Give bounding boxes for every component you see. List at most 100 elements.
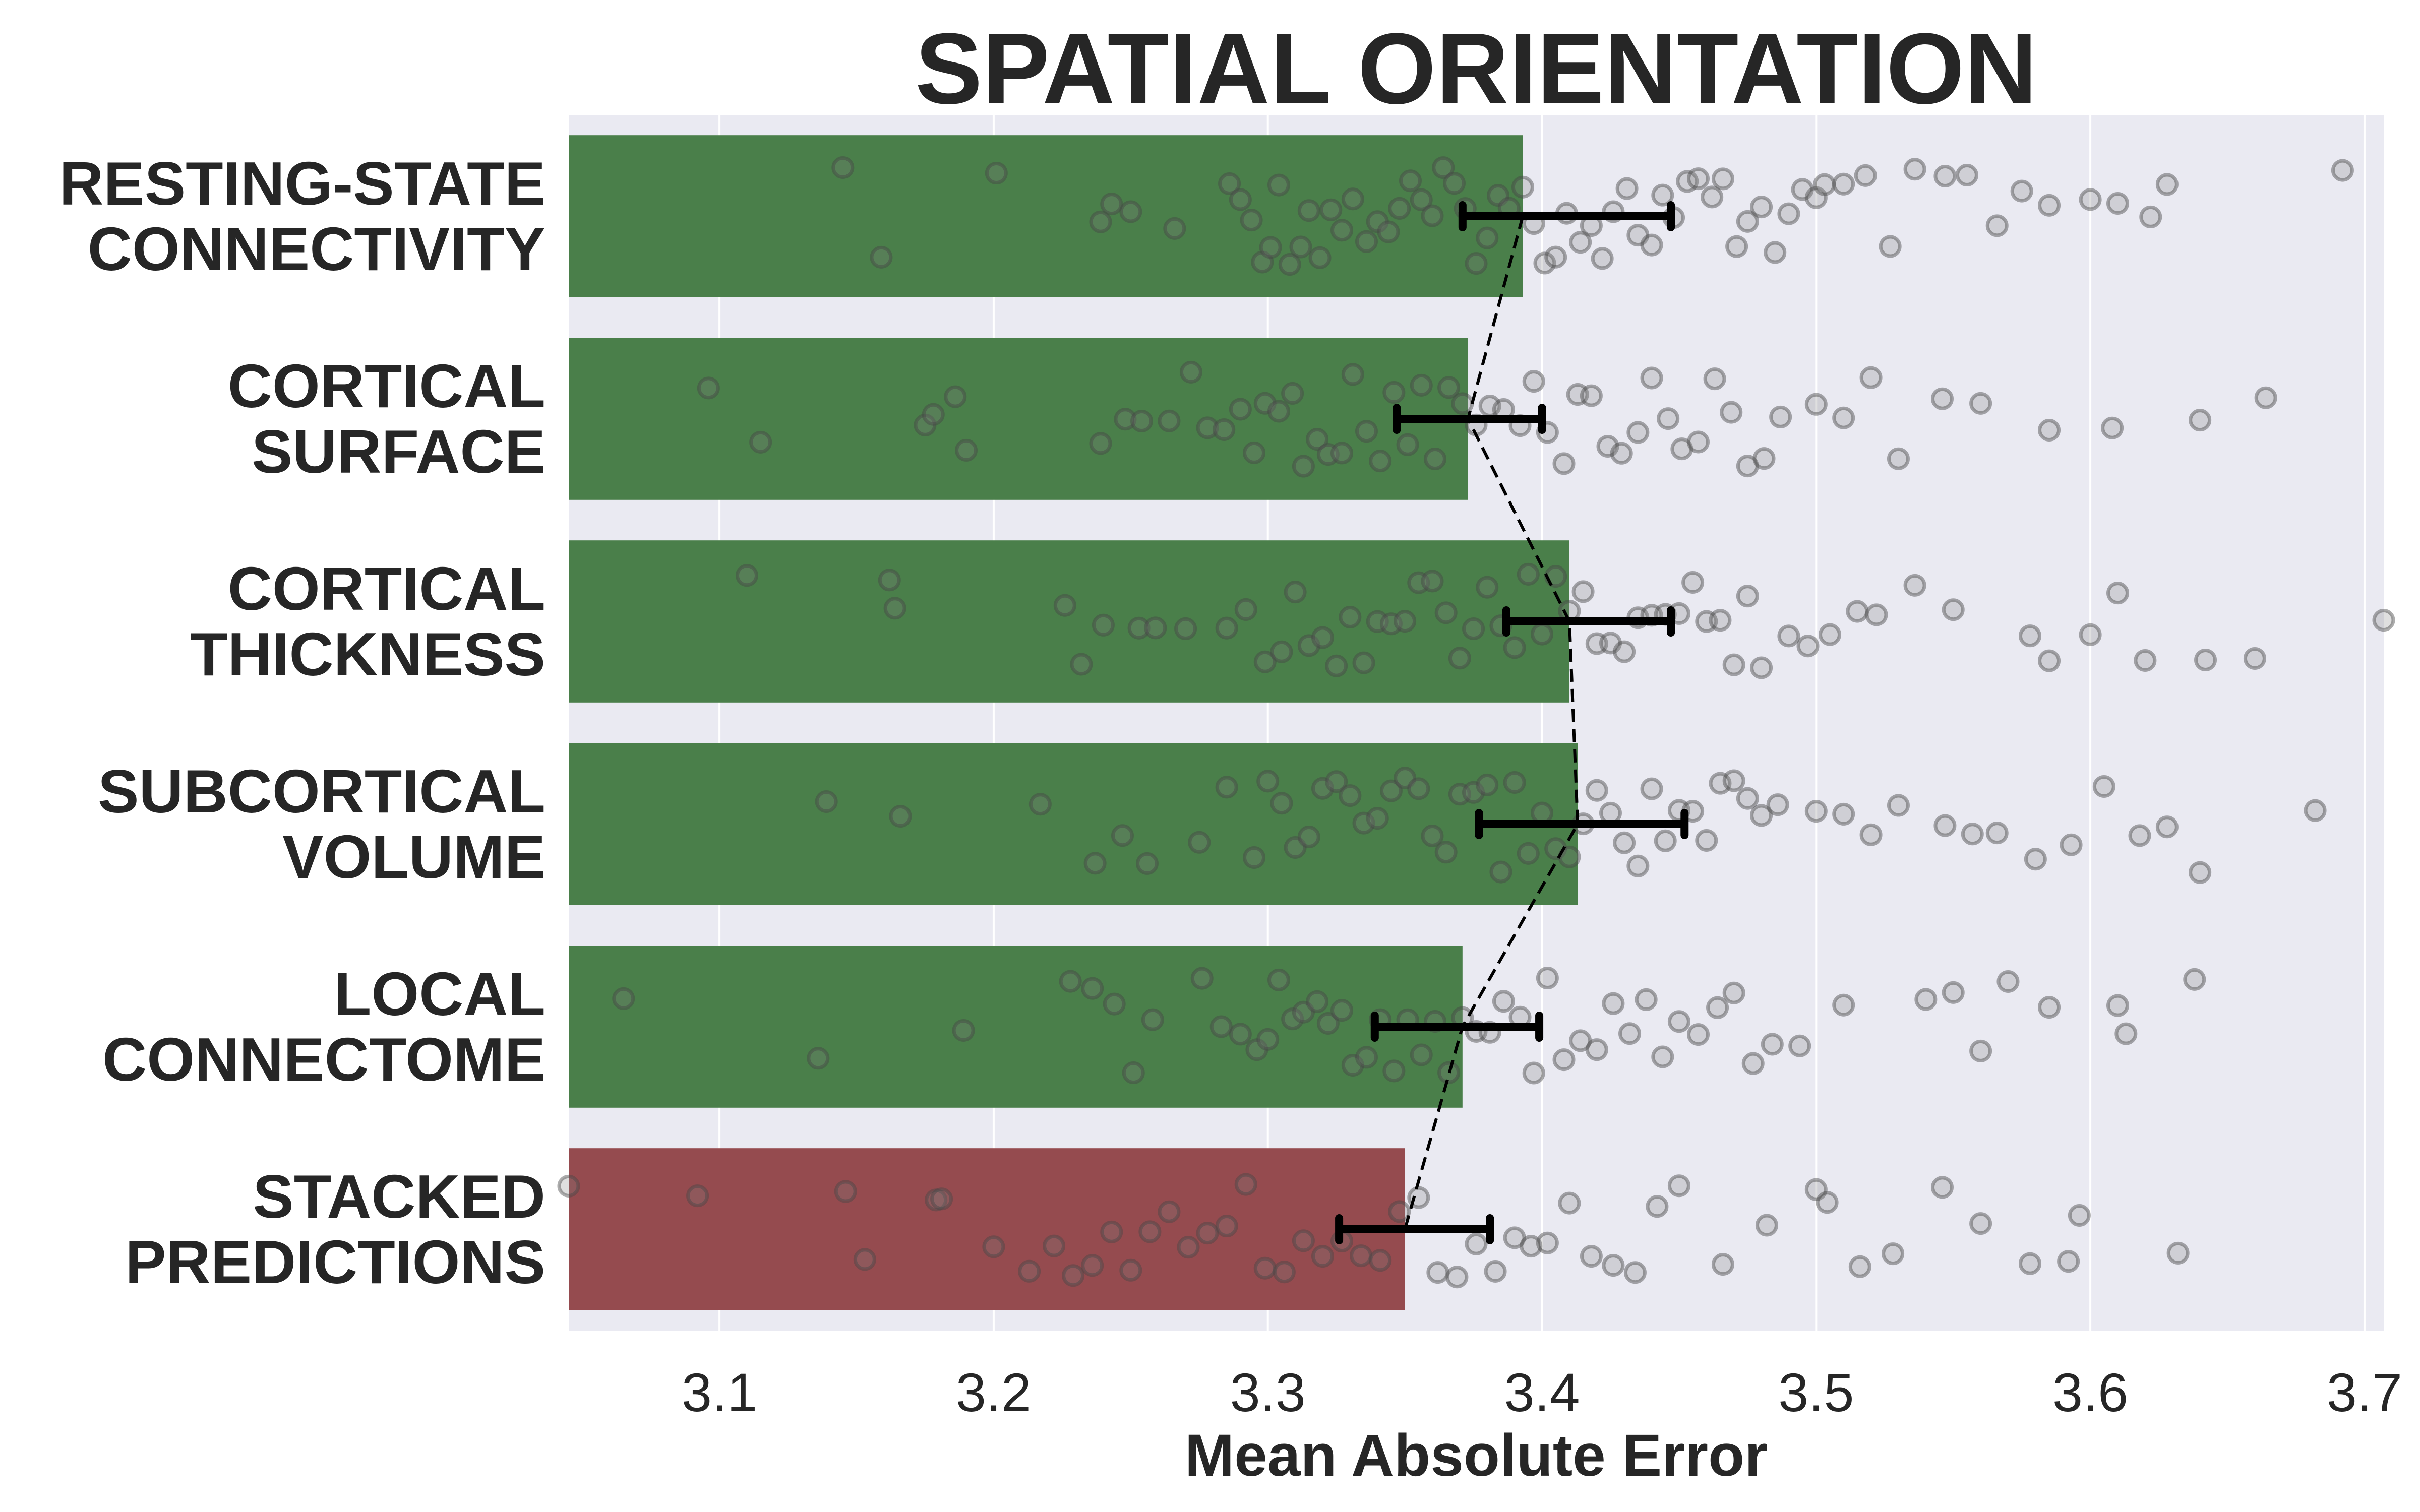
scatter-point	[1297, 199, 1320, 222]
scatter-point	[1492, 990, 1515, 1013]
scatter-point	[1352, 651, 1375, 674]
scatter-point	[1640, 777, 1663, 800]
plot-area	[569, 115, 2384, 1331]
scatter-point	[1750, 804, 1773, 827]
scatter-point	[1267, 968, 1290, 991]
scatter-point	[1769, 405, 1792, 428]
scatter-point	[1722, 653, 1745, 676]
scatter-point	[1736, 787, 1759, 810]
scatter-point	[1804, 800, 1828, 823]
scatter-point	[2068, 1204, 2091, 1227]
scatter-point	[1432, 156, 1455, 179]
scatter-point	[1379, 779, 1403, 802]
scatter-point	[1887, 447, 1910, 470]
scatter-point	[1442, 172, 1466, 195]
scatter-point	[1736, 585, 1759, 608]
scatter-point	[1366, 807, 1389, 830]
scatter-point	[1859, 823, 1883, 846]
scatter-point	[1421, 824, 1444, 847]
scatter-point	[1569, 231, 1592, 254]
scatter-point	[1879, 235, 1902, 258]
scatter-point	[1218, 172, 1241, 195]
scatter-point	[815, 790, 838, 813]
scatter-point	[1366, 610, 1389, 633]
scatter-point	[1350, 1244, 1373, 1268]
chart-title: SPATIAL ORIENTATION	[915, 13, 2037, 125]
y-tick-label: SUBCORTICAL	[98, 757, 546, 826]
scatter-point	[1311, 1245, 1334, 1268]
scatter-point	[1832, 406, 1855, 429]
error-bar-center-line	[1403, 216, 1580, 1230]
scatter-point	[1722, 981, 1745, 1004]
scatter-point	[1623, 1261, 1647, 1284]
scatter-point	[1961, 823, 1984, 846]
scatter-point	[1426, 1261, 1449, 1284]
scatter-point	[1764, 241, 1787, 264]
scatter-point	[1316, 1012, 1340, 1035]
scatter-point	[1670, 437, 1693, 461]
scatter-point	[1686, 430, 1710, 454]
scatter-point	[1813, 173, 1836, 196]
scatter-point	[1188, 831, 1211, 854]
scatter-point	[1558, 1191, 1581, 1215]
scatter-point	[1103, 992, 1126, 1016]
scatter-point	[1571, 580, 1595, 603]
scatter-point	[1284, 581, 1307, 604]
scatter-point	[1059, 970, 1082, 993]
scatter-point	[807, 1047, 830, 1070]
scatter-point	[1615, 177, 1639, 200]
y-tick-label: THICKNESS	[190, 620, 546, 688]
x-tick-label: 3.5	[1778, 1362, 1854, 1423]
scatter-point	[1969, 1212, 1992, 1235]
scatter-point	[2101, 416, 2124, 439]
scatter-point	[1626, 224, 1650, 247]
scatter-point	[612, 987, 635, 1010]
scatter-point	[1462, 781, 1485, 804]
scatter-point	[1489, 860, 1512, 884]
scatter-point	[870, 245, 893, 269]
scatter-point	[1969, 392, 1992, 415]
scatter-point	[1552, 452, 1576, 475]
y-tick-label: STACKED	[253, 1162, 546, 1231]
scatter-point	[1253, 392, 1277, 415]
scatter-point	[2106, 192, 2130, 215]
scatter-point	[914, 413, 937, 436]
scatter-point	[1985, 214, 2009, 237]
scatter-point	[1522, 1061, 1545, 1085]
scatter-point	[1646, 1195, 1669, 1218]
scatter-point	[1341, 363, 1364, 386]
scatter-point	[1355, 1046, 1378, 1069]
scatter-point	[1053, 594, 1076, 617]
scatter-point	[1434, 601, 1458, 624]
y-tick-label: CORTICAL	[228, 554, 546, 623]
scatter-point	[1701, 185, 1724, 209]
y-tick-label: SURFACE	[252, 417, 546, 486]
scatter-point	[1791, 178, 1814, 201]
y-tick-label: LOCAL	[334, 960, 546, 1028]
x-tick-label: 3.2	[956, 1362, 1032, 1423]
scatter-point	[1804, 1178, 1828, 1201]
scatter-point	[1933, 165, 1957, 188]
scatter-point	[1487, 184, 1510, 207]
scatter-point	[1640, 233, 1663, 257]
scatter-point	[1325, 770, 1348, 793]
scatter-point	[1804, 186, 1828, 209]
scatter-point	[1536, 967, 1559, 990]
scatter-point	[1706, 996, 1729, 1019]
scatter-point	[1284, 836, 1307, 859]
scatter-point	[1517, 842, 1540, 865]
scatter-point	[686, 1184, 709, 1208]
scatter-point	[1766, 793, 1789, 816]
scatter-point	[1163, 217, 1186, 240]
scatter-point	[1533, 251, 1556, 275]
scatter-point	[1062, 1264, 1085, 1287]
scatter-point	[1720, 401, 1743, 424]
scatter-point	[1311, 626, 1334, 649]
scatter-point	[2189, 861, 2212, 884]
scatter-point	[1256, 1028, 1280, 1051]
scatter-point	[1196, 416, 1219, 439]
scatter-point	[2114, 1022, 2138, 1045]
scatter-point	[1599, 632, 1622, 655]
bar	[569, 540, 1569, 703]
scatter-point	[2243, 647, 2266, 670]
